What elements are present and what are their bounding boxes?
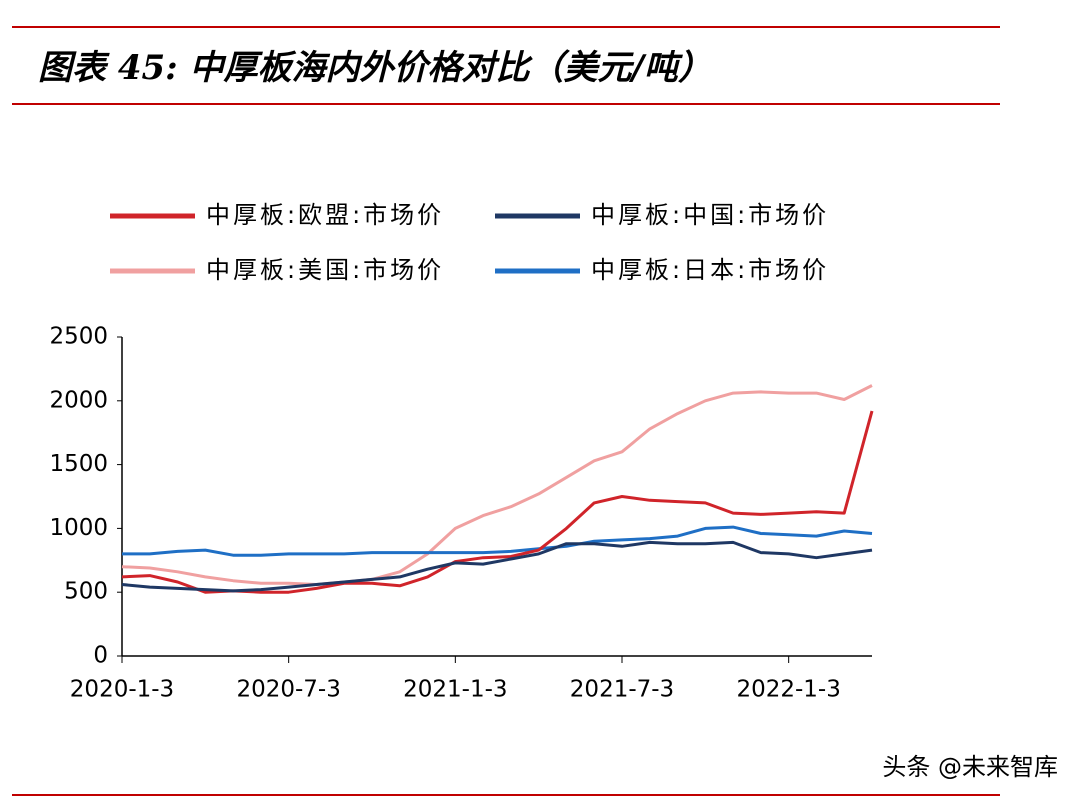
x-tick-label: 2021-7-3	[570, 677, 674, 703]
legend-label: 中厚板:欧盟:市场价	[206, 201, 444, 229]
x-tick-label: 2021-1-3	[403, 677, 507, 703]
series-line	[121, 540, 873, 593]
series-line	[122, 525, 873, 557]
x-tick-label: 2022-1-3	[736, 677, 840, 703]
x-tick-label: 2020-1-3	[70, 677, 174, 703]
legend-label: 中厚板:美国:市场价	[206, 256, 444, 284]
series-line	[121, 410, 874, 594]
y-tick-label: 500	[64, 579, 108, 605]
y-tick-label: 0	[93, 643, 108, 669]
legend-label: 中厚板:日本:市场价	[591, 256, 829, 284]
y-tick-label: 1000	[49, 515, 108, 541]
y-tick-label: 2500	[49, 324, 108, 350]
x-tick-label: 2020-7-3	[236, 677, 340, 703]
y-tick-label: 2000	[49, 387, 108, 413]
legend-label: 中厚板:中国:市场价	[591, 201, 829, 229]
y-tick-label: 1500	[49, 451, 108, 477]
series-line	[121, 384, 873, 586]
watermark: 头条 @未来智库	[882, 753, 1058, 781]
title: 图表 45: 中厚板海内外价格对比（美元/吨）	[38, 48, 712, 88]
